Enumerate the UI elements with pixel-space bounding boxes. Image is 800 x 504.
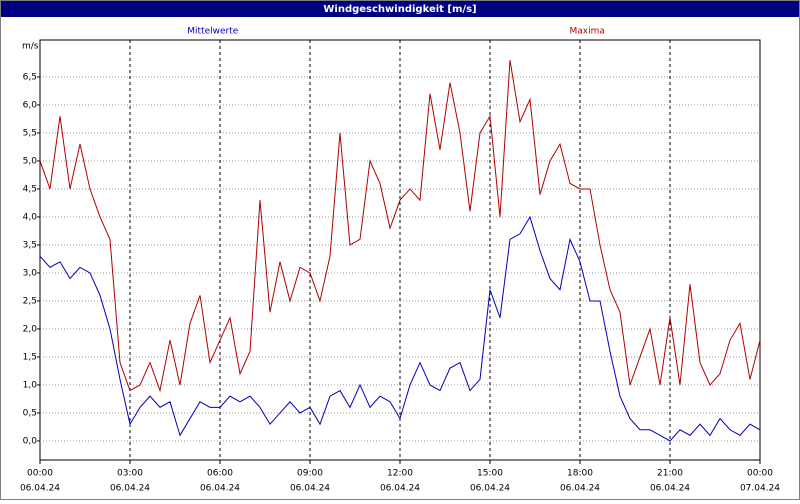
- y-tick-label: 5,0: [23, 156, 38, 166]
- y-tick-label: 2,5: [23, 296, 37, 306]
- x-tick-label: 18:00: [567, 469, 593, 479]
- y-tick-label: 4,5: [23, 184, 37, 194]
- data-line: [39, 60, 761, 393]
- y-tick-label: 0,5: [23, 408, 37, 418]
- x-tick-label: 00:00: [27, 469, 53, 479]
- x-tick-label: 06:00: [207, 469, 233, 479]
- legend-entry: Mittelwerte: [187, 27, 238, 37]
- y-axis-label: m/s: [22, 42, 39, 52]
- y-tick-label: 1,0: [23, 380, 38, 390]
- legend-entry: Maxima: [570, 27, 605, 37]
- y-tick-label: 3,0: [23, 268, 38, 278]
- y-tick-label: 6,5: [23, 72, 37, 82]
- title-bar: [1, 1, 799, 17]
- x-tick-date: 06.04.24: [650, 484, 690, 494]
- x-tick-label: 21:00: [657, 469, 683, 479]
- y-tick-label: 0,0: [23, 436, 38, 446]
- x-tick-label: 03:00: [117, 469, 143, 479]
- x-tick-label: 15:00: [477, 469, 503, 479]
- data-line: [39, 215, 761, 442]
- x-tick-date: 06.04.24: [200, 484, 240, 494]
- y-tick-label: 6,0: [23, 100, 38, 110]
- chart-title: Windgeschwindigkeit [m/s]: [323, 4, 476, 15]
- y-tick-label: 5,5: [23, 128, 37, 138]
- y-tick-label: 2,0: [23, 324, 38, 334]
- x-tick-date: 06.04.24: [470, 484, 510, 494]
- x-tick-date: 06.04.24: [20, 484, 60, 494]
- x-tick-date: 06.04.24: [110, 484, 150, 494]
- x-tick-label: 09:00: [297, 469, 323, 479]
- x-tick-date: 06.04.24: [380, 484, 420, 494]
- x-tick-date: 06.04.24: [560, 484, 600, 494]
- x-tick-label: 12:00: [387, 469, 413, 479]
- x-tick-date: 07.04.24: [740, 484, 780, 494]
- y-tick-label: 4,0: [23, 212, 38, 222]
- y-tick-label: 3,5: [23, 240, 37, 250]
- y-tick-label: 1,5: [23, 352, 37, 362]
- x-tick-date: 06.04.24: [290, 484, 330, 494]
- x-tick-label: 00:00: [747, 469, 773, 479]
